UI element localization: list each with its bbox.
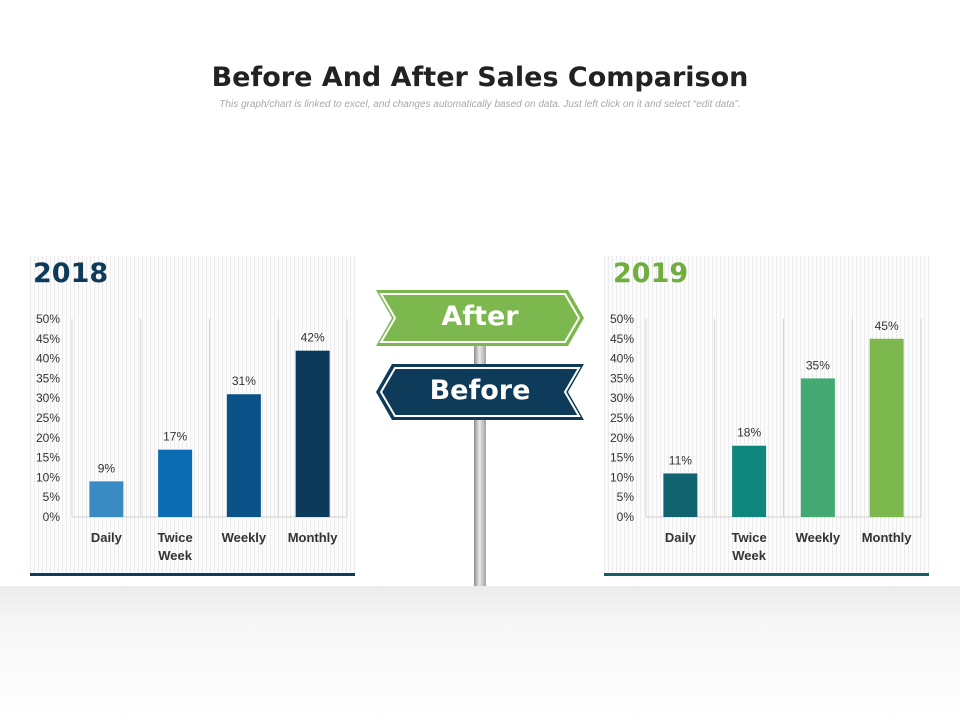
y-tick-label: 5% [617, 490, 635, 504]
data-label: 18% [737, 426, 761, 440]
after-sign: After [372, 288, 588, 348]
bar-chart-2019: 0% 5% 10% 15% 20% 25% 30% 35% 40% 45% 50% 11% Daily 1… [610, 312, 922, 563]
data-label: 31% [232, 374, 256, 388]
y-tick-label: 30% [610, 391, 634, 405]
y-tick-label: 25% [610, 411, 634, 425]
y-tick-label: 30% [36, 391, 60, 405]
data-label: 45% [875, 319, 899, 333]
year-title-2019: 2019 [613, 258, 689, 289]
before-sign: Before [372, 362, 588, 422]
data-label: 17% [163, 430, 187, 444]
category-label: Twice Week [158, 530, 193, 563]
before-arrow-shape [376, 364, 584, 420]
y-tick-label: 20% [610, 431, 634, 445]
y-tick-label: 15% [610, 451, 634, 465]
y-tick-label: 50% [610, 312, 634, 326]
data-label: 42% [301, 331, 325, 345]
category-label: Twice Week [732, 530, 767, 563]
bar-2019-0 [663, 473, 698, 517]
category-label: Weekly [796, 530, 841, 545]
y-tick-label: 20% [36, 431, 60, 445]
y-tick-label: 35% [610, 371, 634, 385]
category-label: Daily [665, 530, 697, 545]
data-label: 11% [669, 453, 692, 467]
panel-underline-2018 [30, 573, 355, 576]
bar-2019-1 [732, 445, 767, 517]
data-label: 35% [806, 358, 830, 372]
category-label: Daily [91, 530, 123, 545]
y-tick-label: 0% [617, 510, 635, 524]
category-label: Monthly [862, 530, 913, 545]
y-tick-label: 5% [43, 490, 61, 504]
after-sign-label: After [441, 301, 519, 332]
before-sign-label: Before [429, 375, 531, 406]
floor-shadow [0, 586, 960, 720]
category-label: Monthly [288, 530, 339, 545]
y-tick-label: 10% [610, 470, 634, 484]
bar-2018-2 [226, 394, 261, 517]
bar-2019-3 [869, 338, 904, 517]
bar-2018-3 [295, 350, 330, 517]
after-arrow-shape [376, 290, 584, 346]
category-label: Weekly [222, 530, 267, 545]
y-tick-label: 25% [36, 411, 60, 425]
panel-underline-2019 [604, 573, 929, 576]
y-tick-label: 0% [43, 510, 61, 524]
y-tick-label: 15% [36, 451, 60, 465]
y-tick-label: 50% [36, 312, 60, 326]
year-title-2018: 2018 [33, 258, 109, 289]
y-tick-label: 45% [610, 332, 634, 346]
data-label: 9% [98, 461, 116, 475]
y-tick-label: 40% [36, 352, 60, 366]
bar-2019-2 [800, 378, 835, 517]
y-tick-label: 45% [36, 332, 60, 346]
page-title: Before And After Sales Comparison [211, 62, 749, 93]
y-tick-label: 35% [36, 371, 60, 385]
bar-2018-0 [89, 481, 124, 517]
y-tick-label: 40% [610, 352, 634, 366]
bar-chart-2018: 0% 5% 10% 15% 20% 25% 30% 35% 40% 45% 50% 9% Daily 17… [36, 312, 348, 563]
page-subtitle: This graph/chart is linked to excel, and… [219, 99, 741, 110]
bar-2018-1 [158, 449, 193, 517]
y-tick-label: 10% [36, 470, 60, 484]
